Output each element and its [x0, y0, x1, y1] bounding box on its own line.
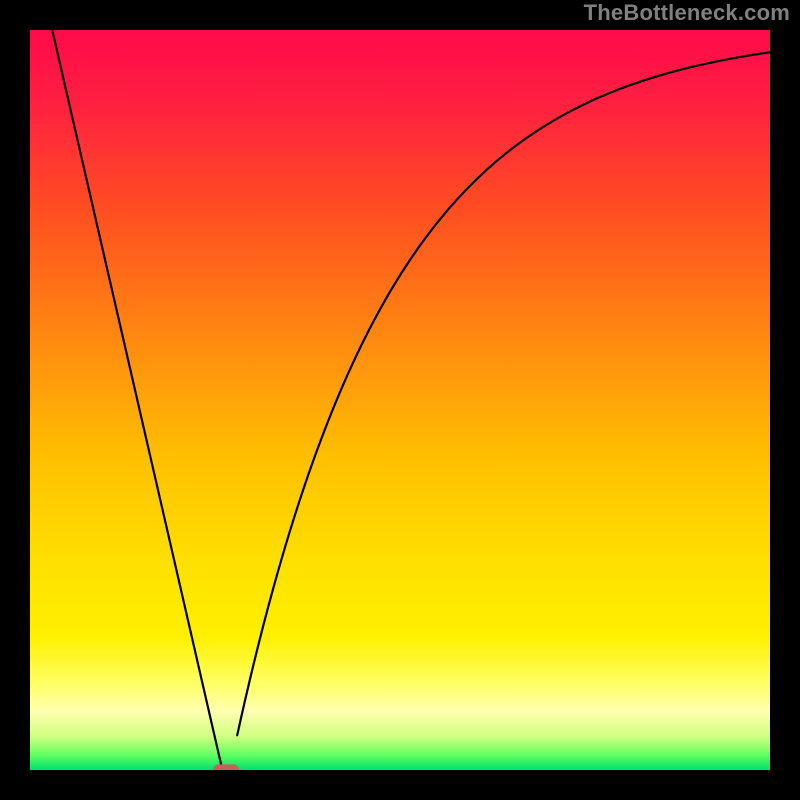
plot-svg — [30, 30, 770, 770]
watermark-text: TheBottleneck.com — [584, 0, 790, 26]
chart-frame: TheBottleneck.com — [0, 0, 800, 800]
valley-marker — [214, 765, 239, 770]
plot-area — [30, 30, 770, 770]
gradient-background — [30, 30, 770, 770]
